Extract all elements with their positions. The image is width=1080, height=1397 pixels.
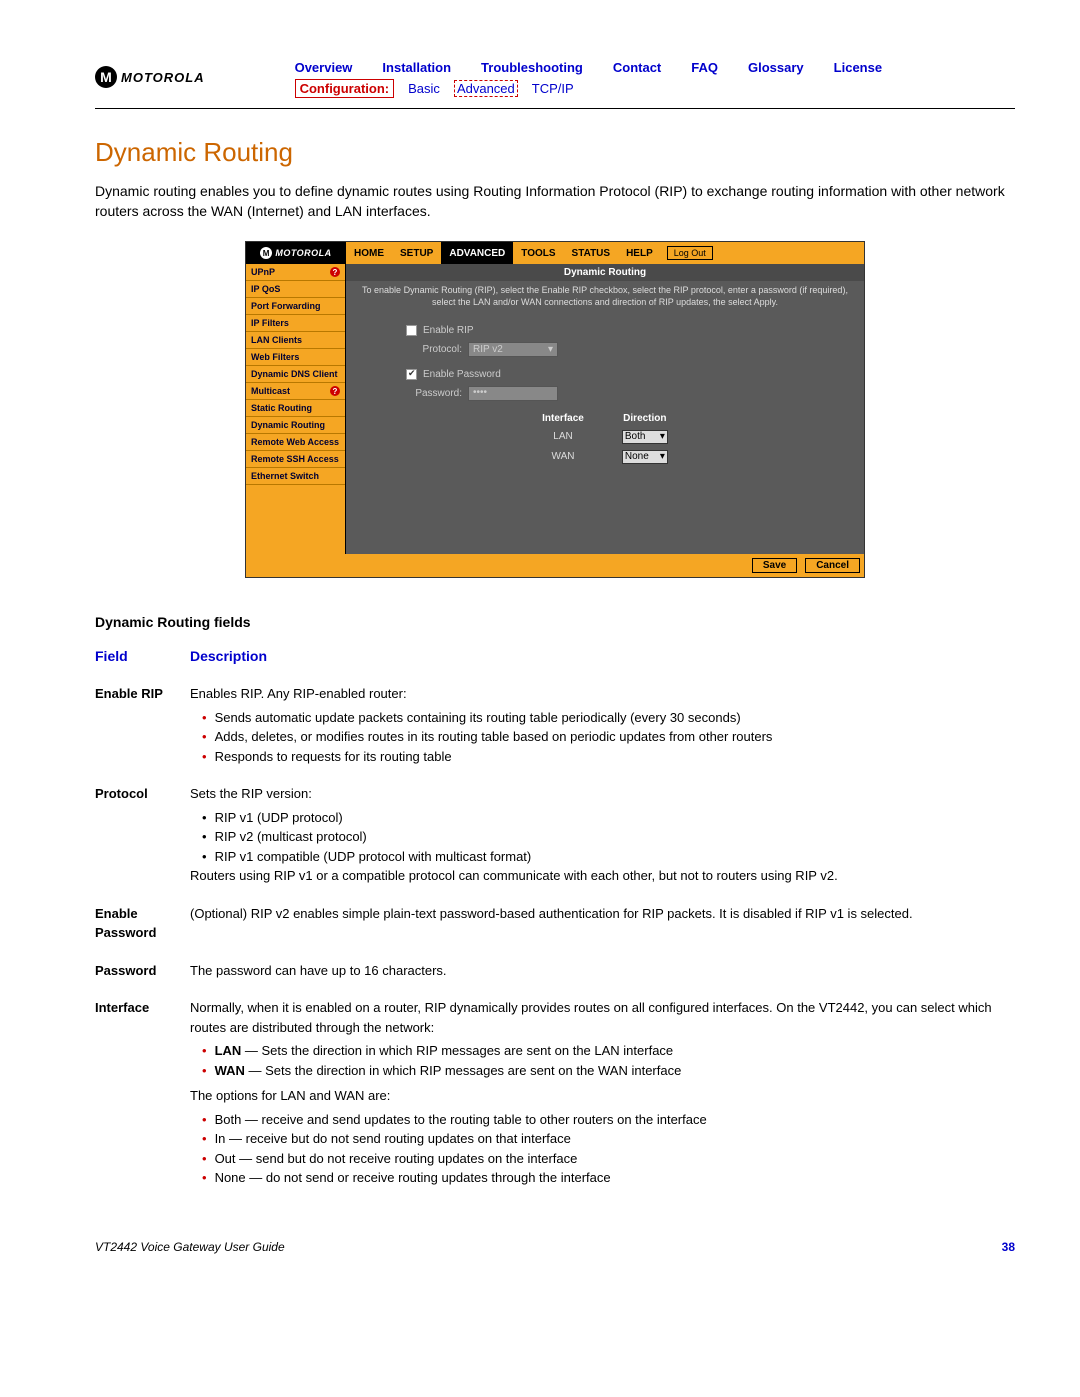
page-title: Dynamic Routing	[95, 137, 1015, 168]
sidebar-item-ethernet-switch[interactable]: Ethernet Switch	[246, 468, 345, 485]
subnav-link-basic[interactable]: Basic	[408, 81, 440, 96]
th-description: Description	[190, 648, 1015, 678]
cancel-button[interactable]: Cancel	[805, 558, 860, 573]
th-field: Field	[95, 648, 190, 678]
brand-text: MOTOROLA	[121, 70, 205, 85]
direction-header: Direction	[604, 411, 686, 426]
sidebar-item-dynamic-routing[interactable]: Dynamic Routing	[246, 417, 345, 434]
sidebar-item-remote-web-access[interactable]: Remote Web Access	[246, 434, 345, 451]
router-sidebar: UPnP?IP QoSPort ForwardingIP FiltersLAN …	[246, 264, 346, 554]
enable-rip-checkbox[interactable]	[406, 325, 417, 336]
router-panel-desc: To enable Dynamic Routing (RIP), select …	[346, 281, 864, 312]
router-tab-help[interactable]: HELP	[618, 242, 661, 264]
field-name: Enable RIP	[95, 678, 190, 778]
divider	[95, 108, 1015, 109]
sidebar-item-static-routing[interactable]: Static Routing	[246, 400, 345, 417]
field-desc: (Optional) RIP v2 enables simple plain-t…	[190, 898, 1015, 955]
sidebar-item-dynamic-dns-client[interactable]: Dynamic DNS Client	[246, 366, 345, 383]
field-name: Interface	[95, 992, 190, 1200]
protocol-label: Protocol:	[406, 344, 462, 355]
iface-header: Interface	[524, 411, 602, 426]
field-desc: The password can have up to 16 character…	[190, 955, 1015, 993]
subnav-link-advanced[interactable]: Advanced	[454, 80, 518, 97]
section-subtitle: Dynamic Routing fields	[95, 614, 1015, 630]
nav-link-troubleshooting[interactable]: Troubleshooting	[481, 60, 583, 75]
sidebar-item-upnp[interactable]: UPnP?	[246, 264, 345, 281]
enable-rip-label: Enable RIP	[423, 325, 474, 336]
brand-glyph: M	[95, 66, 117, 88]
sidebar-item-port-forwarding[interactable]: Port Forwarding	[246, 298, 345, 315]
iface-row-wan: WANNone▾	[524, 448, 686, 466]
router-main: Dynamic Routing To enable Dynamic Routin…	[346, 264, 864, 554]
sidebar-item-web-filters[interactable]: Web Filters	[246, 349, 345, 366]
sidebar-item-ip-filters[interactable]: IP Filters	[246, 315, 345, 332]
nav-link-glossary[interactable]: Glossary	[748, 60, 804, 75]
nav-link-contact[interactable]: Contact	[613, 60, 661, 75]
field-name: Enable Password	[95, 898, 190, 955]
password-label: Password:	[406, 388, 462, 399]
router-tab-status[interactable]: STATUS	[564, 242, 619, 264]
router-panel-title: Dynamic Routing	[346, 264, 864, 281]
sidebar-item-remote-ssh-access[interactable]: Remote SSH Access	[246, 451, 345, 468]
router-tab-advanced[interactable]: ADVANCED	[441, 242, 513, 264]
fields-table: Field Description Enable RIPEnables RIP.…	[95, 648, 1015, 1200]
config-label: Configuration:	[295, 79, 395, 98]
footer-page-number: 38	[1002, 1240, 1015, 1254]
sidebar-item-multicast[interactable]: Multicast?	[246, 383, 345, 400]
top-nav-primary: Overview Installation Troubleshooting Conta…	[295, 60, 1015, 75]
nav-link-license[interactable]: License	[834, 60, 882, 75]
enable-password-label: Enable Password	[423, 369, 501, 380]
iface-row-lan: LANBoth▾	[524, 428, 686, 446]
protocol-select[interactable]: RIP v2▾	[468, 342, 558, 357]
field-desc: Enables RIP. Any RIP-enabled router:Send…	[190, 678, 1015, 778]
enable-password-checkbox[interactable]	[406, 369, 417, 380]
router-tab-tools[interactable]: TOOLS	[513, 242, 563, 264]
nav-link-faq[interactable]: FAQ	[691, 60, 718, 75]
top-nav-secondary: Configuration: Basic Advanced TCP/IP	[295, 79, 1015, 98]
interface-table: Interface Direction LANBoth▾ WANNone▾	[522, 409, 688, 468]
nav-link-overview[interactable]: Overview	[295, 60, 353, 75]
page-intro: Dynamic routing enables you to define dy…	[95, 182, 1015, 221]
router-tab-setup[interactable]: SETUP	[392, 242, 441, 264]
router-tab-home[interactable]: HOME	[346, 242, 392, 264]
router-screenshot: MMOTOROLA HOMESETUPADVANCEDTOOLSSTATUSHE…	[245, 241, 865, 578]
direction-select-wan[interactable]: None▾	[622, 450, 668, 464]
field-desc: Normally, when it is enabled on a router…	[190, 992, 1015, 1200]
direction-select-lan[interactable]: Both▾	[622, 430, 668, 444]
field-name: Password	[95, 955, 190, 993]
subnav-link-tcp/ip[interactable]: TCP/IP	[532, 81, 574, 96]
field-name: Protocol	[95, 778, 190, 898]
nav-link-installation[interactable]: Installation	[382, 60, 451, 75]
router-brand: MMOTOROLA	[246, 242, 346, 264]
sidebar-item-lan-clients[interactable]: LAN Clients	[246, 332, 345, 349]
field-desc: Sets the RIP version:RIP v1 (UDP protoco…	[190, 778, 1015, 898]
save-button[interactable]: Save	[752, 558, 797, 573]
sidebar-item-ip-qos[interactable]: IP QoS	[246, 281, 345, 298]
footer-guide-title: VT2442 Voice Gateway User Guide	[95, 1240, 285, 1254]
logout-button[interactable]: Log Out	[667, 246, 713, 260]
password-input[interactable]: ••••	[468, 386, 558, 401]
brand-logo: M MOTOROLA	[95, 66, 205, 88]
